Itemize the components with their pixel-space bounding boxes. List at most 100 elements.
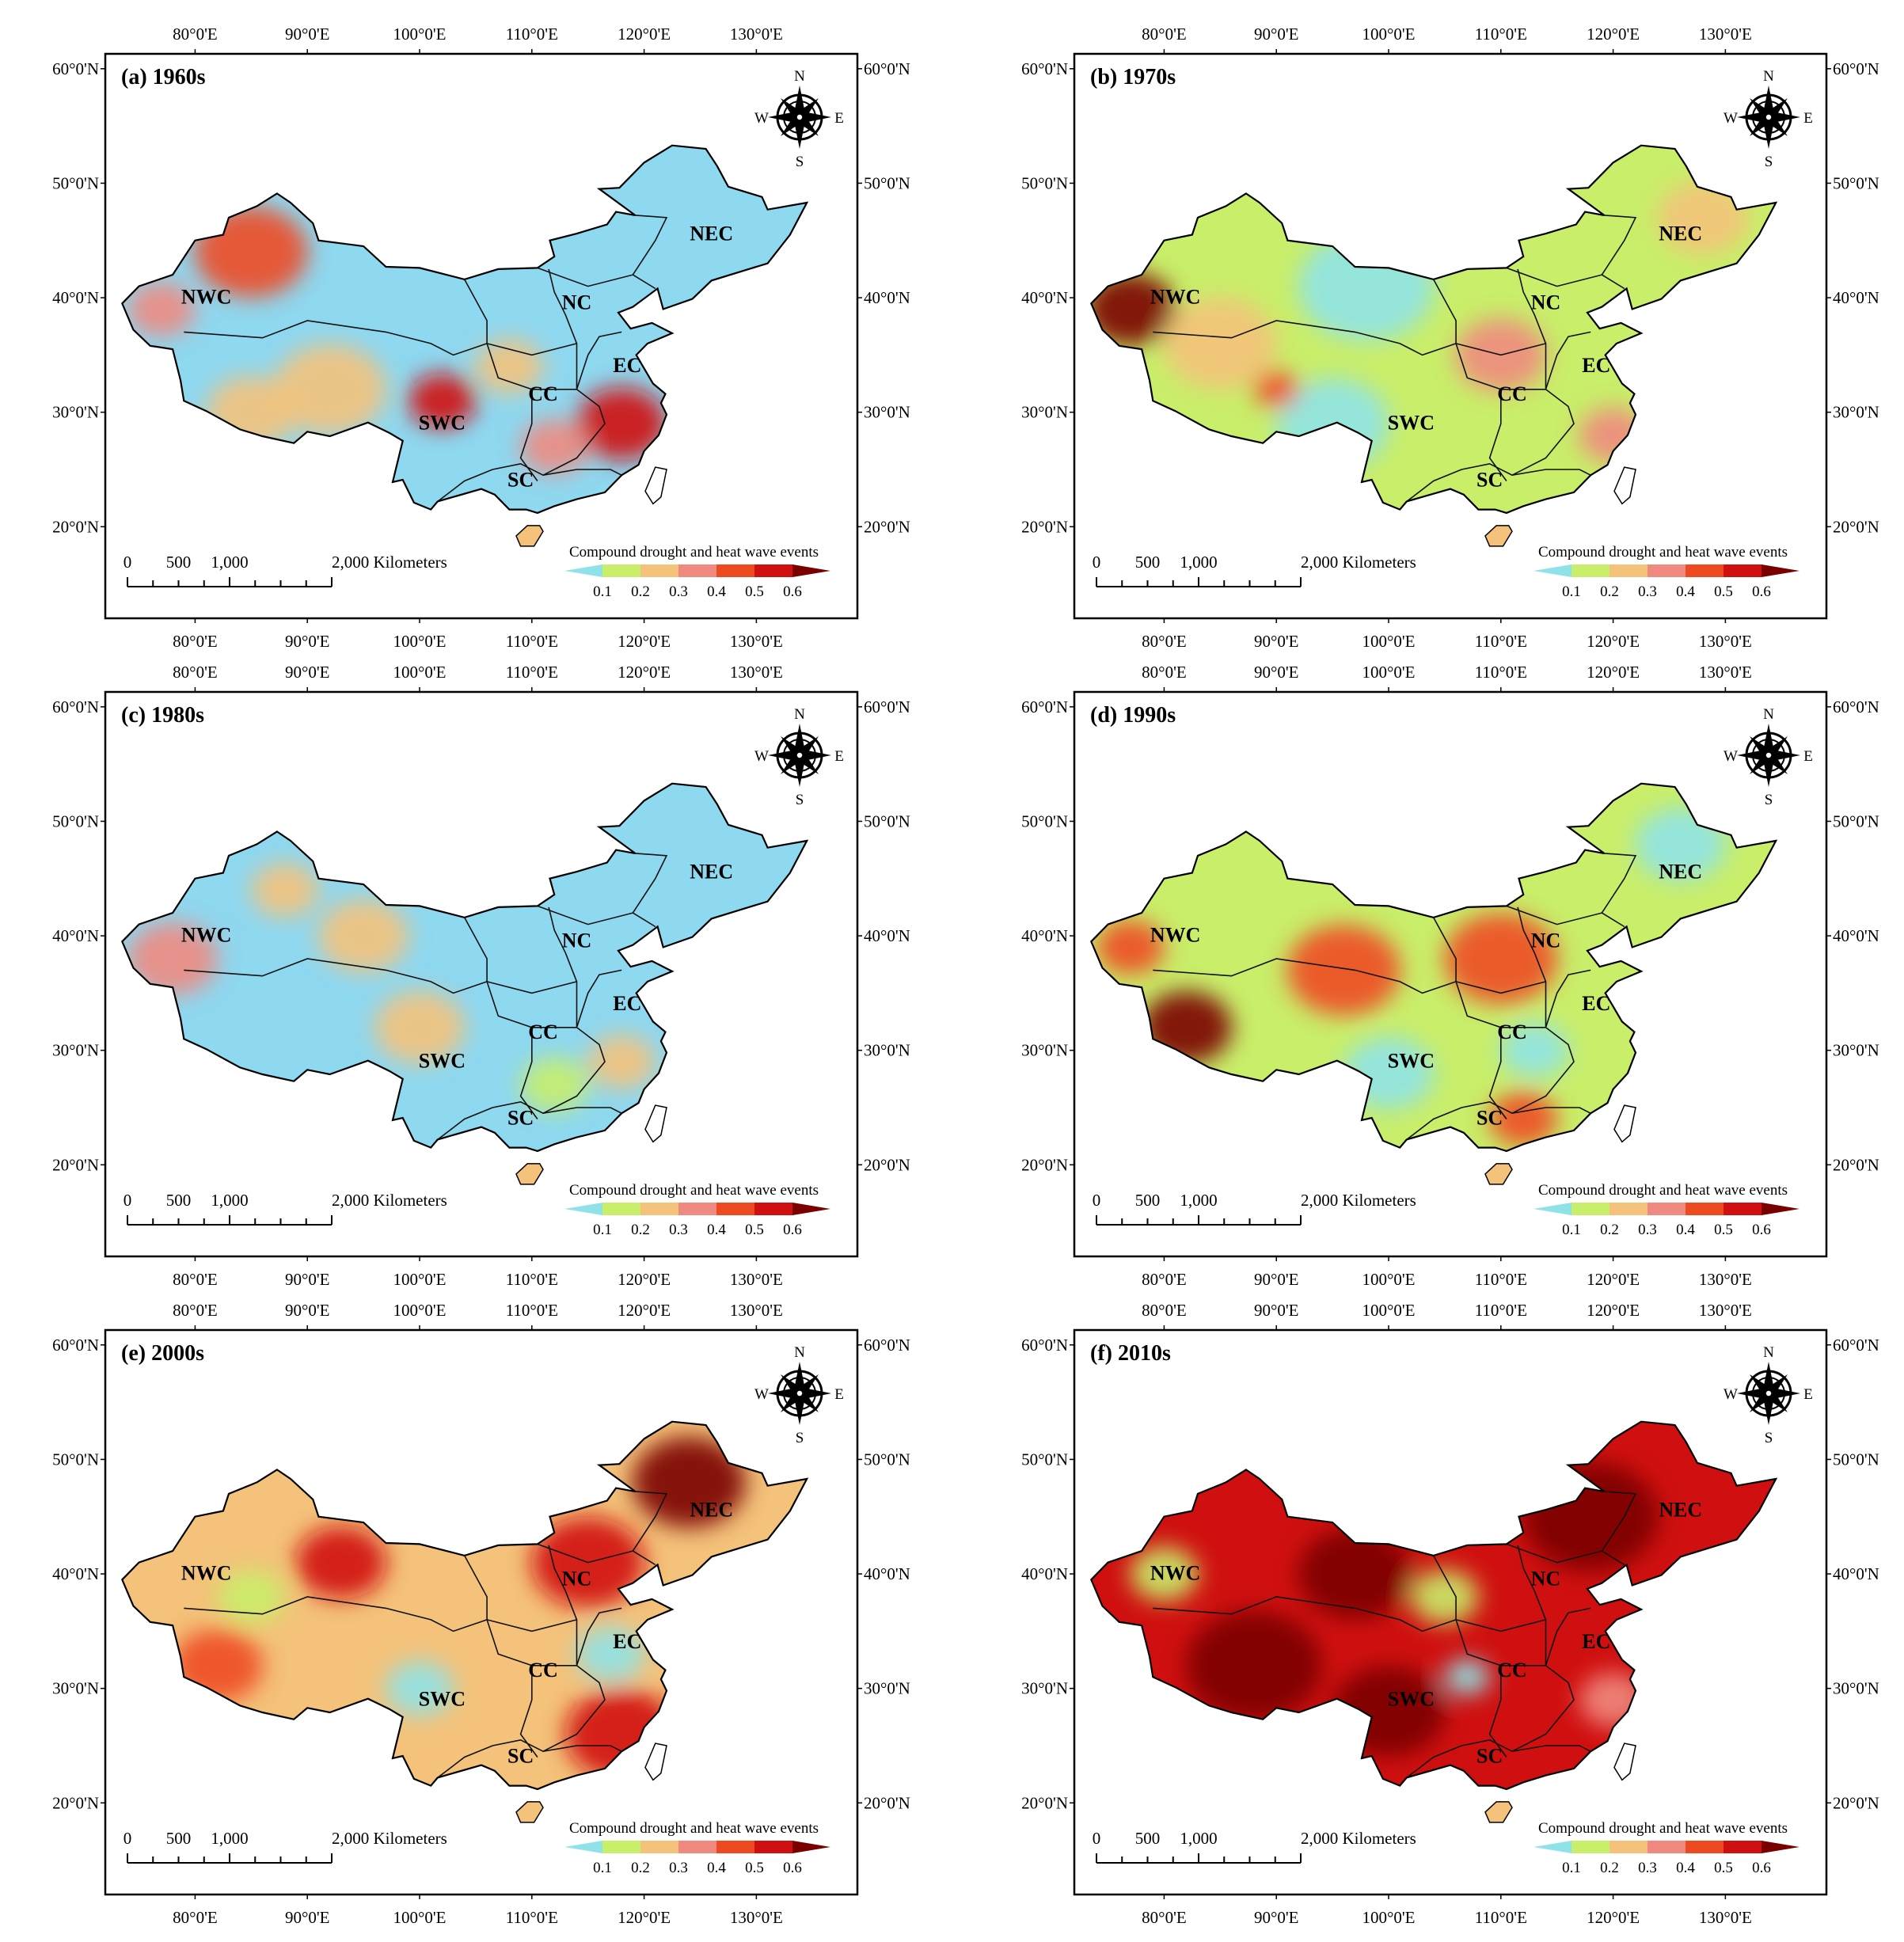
legend-tick: 0.4 xyxy=(1676,583,1695,600)
legend-tick: 0.2 xyxy=(1600,1222,1619,1238)
region-boundary xyxy=(1601,1550,1625,1566)
region-boundary xyxy=(486,1619,533,1666)
lat-tick-right: 20°0'N xyxy=(1833,1155,1879,1174)
region-boundary xyxy=(1517,268,1547,390)
panel-b: NWC NC NEC EC CC SWC SC (b) 1970s N S W E 80°0'E 80°0… xyxy=(1021,25,1879,651)
legend-tick: 0.3 xyxy=(1638,583,1657,600)
region-label-ec: EC xyxy=(1582,992,1610,1015)
compass-n-label: N xyxy=(794,68,805,85)
lon-tick-bottom: 100°0'E xyxy=(393,1908,447,1927)
compass-s-label: S xyxy=(796,154,804,170)
lat-tick-left: 40°0'N xyxy=(52,288,99,307)
lon-tick-top: 100°0'E xyxy=(393,25,447,44)
lat-tick-left: 60°0'N xyxy=(52,59,99,78)
lat-tick-right: 50°0'N xyxy=(1833,1450,1879,1469)
scale-bar-label: 0 xyxy=(124,1829,132,1848)
taiwan-island xyxy=(1613,466,1636,505)
lat-tick-right: 50°0'N xyxy=(1833,811,1879,830)
region-boundary xyxy=(1153,320,1457,356)
region-label-cc: CC xyxy=(528,1659,558,1682)
scale-bar-label: 500 xyxy=(1135,1191,1161,1210)
legend-swatch xyxy=(754,564,792,577)
china-outline xyxy=(1090,144,1778,515)
legend-swatch xyxy=(1761,1841,1799,1853)
lon-tick-top: 80°0'E xyxy=(1142,25,1187,44)
legend-swatch xyxy=(716,1203,754,1215)
taiwan-island xyxy=(1613,1742,1636,1781)
region-label-nec: NEC xyxy=(690,222,733,245)
region-label-sc: SC xyxy=(507,1745,534,1768)
hotspot-blob xyxy=(1410,1569,1479,1625)
scale-bar-label: 2,000 Kilometers xyxy=(1301,553,1416,572)
legend-swatch xyxy=(1647,1841,1685,1853)
region-boundary xyxy=(1488,1665,1507,1758)
region-boundary xyxy=(1545,969,1591,1028)
scale-bar-label: 2,000 Kilometers xyxy=(1301,1829,1416,1848)
region-label-ec: EC xyxy=(613,992,641,1015)
hotspot-blob xyxy=(1163,298,1277,390)
region-label-nwc: NWC xyxy=(181,923,232,946)
region-label-ec: EC xyxy=(1582,1630,1610,1653)
legend-swatch xyxy=(678,564,716,577)
legend-swatch xyxy=(564,1203,602,1215)
panel-title: (e) 2000s xyxy=(121,1341,204,1366)
compass-n-label: N xyxy=(1763,706,1774,723)
region-boundary xyxy=(1506,1491,1637,1564)
region-label-swc: SWC xyxy=(419,1687,466,1710)
region-label-nec: NEC xyxy=(1659,861,1702,884)
legend-swatch xyxy=(564,564,602,577)
legend-tick: 0.6 xyxy=(1752,583,1771,600)
lat-tick-left: 30°0'N xyxy=(1021,1041,1068,1060)
region-boundary xyxy=(548,268,578,390)
lon-tick-bottom: 90°0'E xyxy=(285,1908,330,1927)
panel-e: NWC NC NEC EC CC SWC SC (e) 2000s N S W E 80°0'E 80°0… xyxy=(52,1301,910,1927)
legend-tick: 0.5 xyxy=(1714,1222,1733,1238)
lat-tick-right: 40°0'N xyxy=(1833,288,1879,307)
legend-tick: 0.4 xyxy=(1676,1222,1695,1238)
legend-swatch xyxy=(678,1203,716,1215)
legend-swatch xyxy=(1647,1203,1685,1215)
lon-tick-top: 80°0'E xyxy=(173,25,218,44)
legend-title: Compound drought and heat wave events xyxy=(569,1820,819,1837)
lon-tick-top: 90°0'E xyxy=(285,663,330,682)
region-boundary xyxy=(531,1665,606,1752)
legend-swatch xyxy=(1609,564,1647,577)
lat-tick-left: 20°0'N xyxy=(52,517,99,536)
map-hotspots xyxy=(1130,1461,1659,1757)
compass-s-label: S xyxy=(1765,792,1773,808)
lon-tick-bottom: 90°0'E xyxy=(285,632,330,651)
region-boundary xyxy=(1455,343,1546,356)
legend-tick: 0.6 xyxy=(783,1860,802,1876)
legend-tick: 0.5 xyxy=(745,1222,764,1238)
region-boundary xyxy=(1432,279,1457,344)
legend-tick: 0.6 xyxy=(783,1222,802,1238)
lon-tick-bottom: 80°0'E xyxy=(173,632,218,651)
hotspot-blob xyxy=(295,1526,387,1599)
legend-swatch xyxy=(792,1841,830,1853)
lat-tick-right: 50°0'N xyxy=(864,1450,910,1469)
hainan-island xyxy=(515,1801,544,1823)
region-label-sc: SC xyxy=(1476,469,1503,492)
lat-tick-right: 20°0'N xyxy=(864,1793,910,1812)
lat-tick-left: 60°0'N xyxy=(52,1336,99,1355)
region-label-nc: NC xyxy=(562,1568,592,1590)
legend-tick: 0.6 xyxy=(1752,1860,1771,1876)
lon-tick-bottom: 130°0'E xyxy=(1699,1270,1752,1289)
compass-e-label: E xyxy=(834,1386,844,1403)
region-boundary xyxy=(1406,1100,1591,1141)
region-boundary xyxy=(486,343,577,356)
lon-tick-top: 100°0'E xyxy=(393,663,447,682)
region-boundary xyxy=(1455,343,1502,390)
compass-center xyxy=(1765,1389,1773,1397)
region-boundary xyxy=(548,1545,578,1666)
region-boundary xyxy=(1432,1555,1457,1620)
lat-tick-left: 40°0'N xyxy=(1021,1564,1068,1583)
lon-tick-top: 120°0'E xyxy=(1587,663,1640,682)
scale-bar-label: 500 xyxy=(166,553,192,572)
legend-swatch xyxy=(1723,1841,1761,1853)
panel-title: (b) 1970s xyxy=(1090,65,1176,89)
hainan-island xyxy=(1484,1801,1513,1823)
region-label-nec: NEC xyxy=(690,1499,733,1522)
lon-tick-top: 90°0'E xyxy=(285,25,330,44)
lon-tick-top: 130°0'E xyxy=(730,1301,783,1320)
